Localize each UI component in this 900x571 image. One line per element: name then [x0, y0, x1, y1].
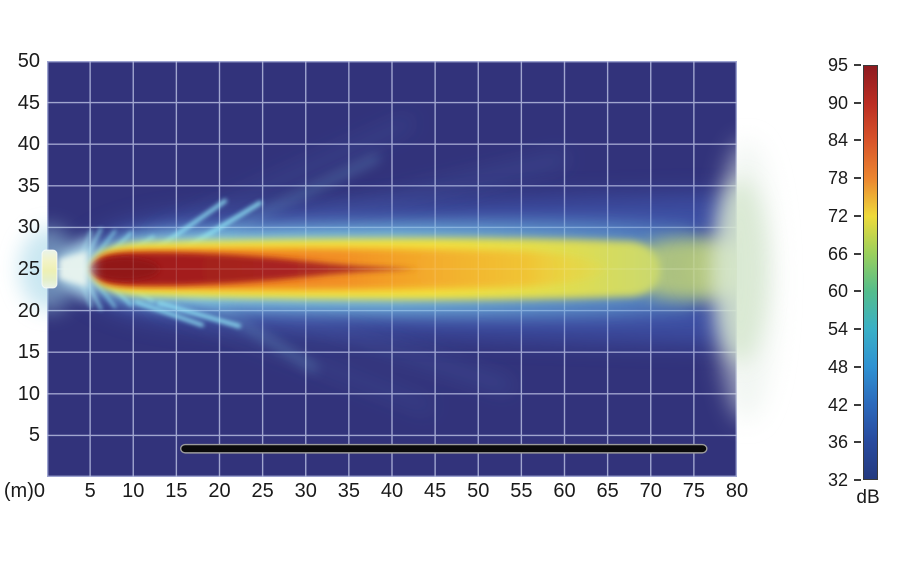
x-tick-label: 45 — [424, 480, 447, 502]
grid-overlay — [47, 61, 737, 477]
x-tick-label: 50 — [467, 480, 490, 502]
colorbar-unit-label: dB — [856, 487, 880, 508]
x-tick-label: 30 — [294, 480, 317, 502]
x-tick-label: 35 — [337, 480, 360, 502]
spl-beam-field — [65, 116, 737, 413]
loudspeaker-source — [19, 227, 93, 311]
colorbar-tick-label: 95 — [827, 55, 848, 75]
x-tick-label: 10 — [122, 480, 145, 502]
colorbar-tick-label: 66 — [827, 243, 848, 264]
colorbar-tick-label: 54 — [827, 319, 848, 340]
colorbar-tick-mark — [854, 214, 861, 217]
x-tick-label: 25 — [251, 480, 274, 502]
x-tick-label: 75 — [682, 480, 705, 502]
y-tick-label: 45 — [17, 91, 40, 114]
x-tick-label: 20 — [208, 480, 231, 502]
x-tick-label: 70 — [639, 480, 662, 502]
y-tick-label: 10 — [17, 382, 40, 405]
colorbar-tick-mark — [854, 101, 861, 104]
colorbar-tick-label: 60 — [827, 281, 848, 302]
y-tick-label: 5 — [28, 424, 40, 447]
y-tick-label: 50 — [17, 50, 40, 72]
y-tick-label: 20 — [17, 299, 40, 322]
axis-origin-label: (m)0 — [3, 480, 45, 502]
x-tick-label: 65 — [596, 480, 619, 502]
colorbar-tick-label: 84 — [827, 130, 848, 151]
colorbar-tick-label: 32 — [827, 470, 848, 490]
colorbar-tick-mark — [854, 479, 861, 481]
colorbar-tick-mark — [854, 403, 861, 406]
colorbar-tick-label: 42 — [827, 394, 848, 415]
x-tick-label: 40 — [380, 480, 404, 502]
y-tick-label: 40 — [17, 133, 40, 156]
beam-overflow-right — [715, 141, 777, 421]
x-tick-label: 80 — [725, 480, 749, 502]
colorbar-tick-mark — [854, 177, 861, 180]
colorbar-tick-mark — [854, 328, 861, 331]
x-tick-label: 15 — [165, 480, 188, 502]
colorbar-tick-mark — [854, 365, 861, 368]
receiver-line-marker — [179, 443, 708, 454]
colorbar-tick-mark — [854, 441, 861, 444]
y-tick-label: 25 — [17, 258, 40, 280]
colorbar-tick-label: 72 — [827, 205, 848, 226]
colorbar-tick-label: 48 — [827, 356, 848, 377]
colorbar-tick-mark — [854, 252, 861, 255]
colorbar-tick-label: 78 — [827, 168, 848, 189]
colorbar-tick-mark — [854, 290, 861, 293]
colorbar-tick-mark — [854, 64, 861, 66]
colorbar-tick-label: 36 — [827, 432, 848, 453]
y-tick-label: 15 — [17, 341, 40, 364]
y-tick-label: 35 — [17, 174, 40, 197]
y-tick-label: 30 — [17, 216, 40, 239]
colorbar-tick-mark — [854, 139, 861, 142]
x-tick-label: 5 — [84, 480, 96, 502]
colorbar — [863, 65, 878, 480]
source-box-icon — [41, 249, 58, 289]
colorbar-tick-label: 90 — [827, 92, 848, 113]
x-tick-label: 60 — [553, 480, 576, 502]
x-tick-label: 55 — [510, 480, 533, 502]
heatmap-plot — [19, 60, 777, 478]
